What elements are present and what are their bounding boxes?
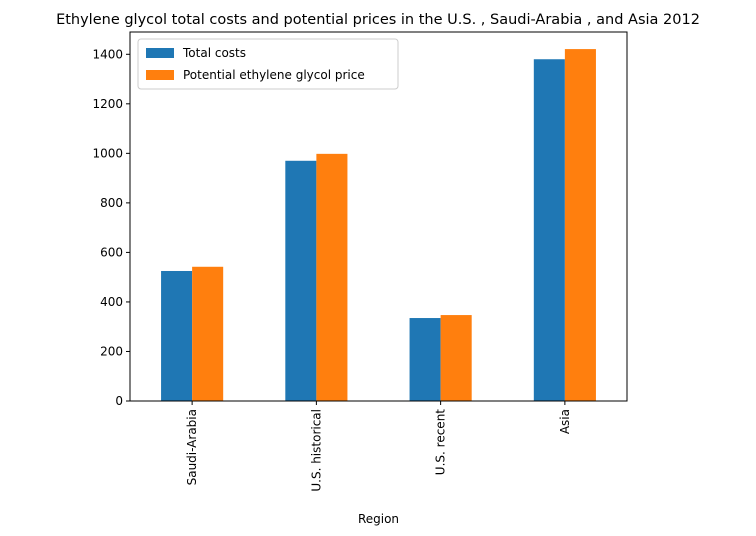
y-tick-label: 600 xyxy=(100,245,123,259)
x-axis-label: Region xyxy=(358,512,399,526)
y-tick-label: 0 xyxy=(115,394,123,408)
legend: Total costs Potential ethylene glycol pri… xyxy=(137,38,399,90)
legend-swatch-total-costs xyxy=(146,48,174,58)
bar-total-costs-1 xyxy=(285,160,317,401)
y-tick-label: 1400 xyxy=(92,47,123,61)
y-tick-label: 400 xyxy=(100,295,123,309)
y-tick-label: 200 xyxy=(100,344,123,358)
y-tick-label: 1000 xyxy=(92,146,123,160)
bar-total-costs-3 xyxy=(533,59,565,402)
x-axis: Saudi-Arabia U.S. historical U.S. recent As… xyxy=(185,401,572,492)
bars-layer xyxy=(161,49,596,402)
x-tick-label: Asia xyxy=(558,409,572,434)
bar-potential-price-2 xyxy=(440,315,472,401)
x-tick-label: U.S. recent xyxy=(434,409,448,475)
bar-potential-price-1 xyxy=(316,153,348,401)
x-tick-label: U.S. historical xyxy=(309,409,323,492)
chart-title: Ethylene glycol total costs and potentia… xyxy=(56,12,700,28)
bar-total-costs-2 xyxy=(409,318,441,401)
legend-swatch-potential-price xyxy=(146,70,174,80)
legend-label-potential-price: Potential ethylene glycol price xyxy=(183,68,365,82)
y-axis: 0 200 400 600 800 1000 1200 1400 xyxy=(92,47,130,408)
plot-frame xyxy=(129,31,628,402)
x-tick-label: Saudi-Arabia xyxy=(185,409,199,485)
y-tick-label: 800 xyxy=(100,196,123,210)
bar-potential-price-0 xyxy=(192,266,224,401)
legend-label-total-costs: Total costs xyxy=(182,46,246,60)
bar-total-costs-0 xyxy=(161,270,193,401)
bar-potential-price-3 xyxy=(564,49,596,401)
legend-box xyxy=(137,38,399,90)
y-tick-label: 1200 xyxy=(92,97,123,111)
